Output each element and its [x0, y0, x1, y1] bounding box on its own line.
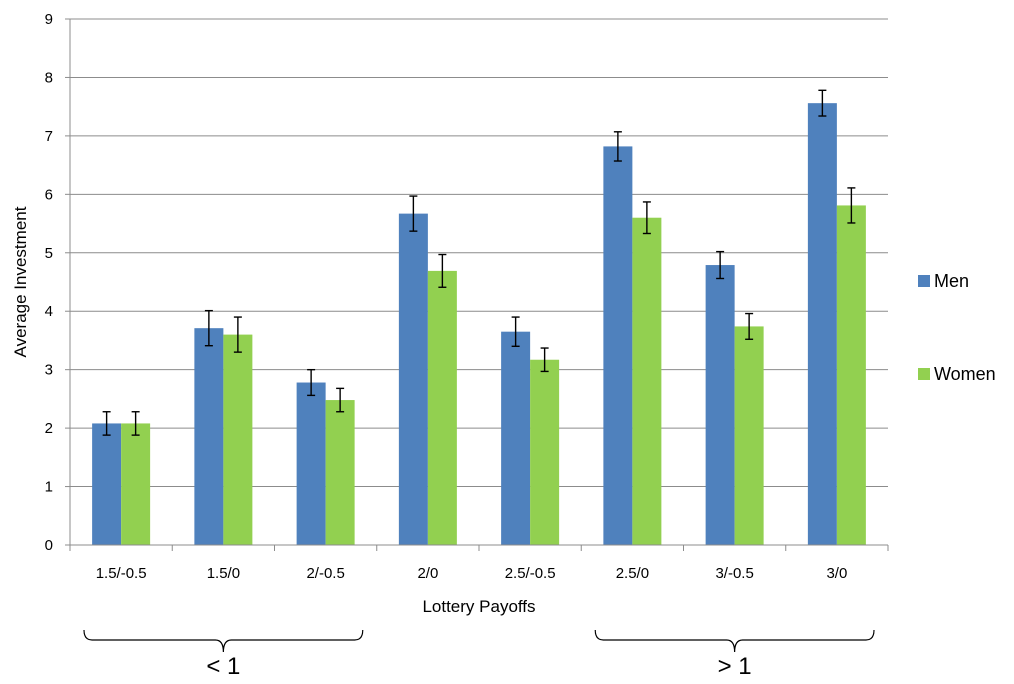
x-tick-label: 2.5/-0.5: [505, 565, 556, 582]
x-axis-title: Lottery Payoffs: [422, 597, 535, 616]
bar-women-0: [121, 423, 151, 545]
y-axis-title: Average Investment: [11, 206, 30, 357]
y-tick-label: 9: [45, 11, 53, 28]
x-tick-label: 2/-0.5: [306, 565, 344, 582]
y-tick-label: 2: [45, 420, 53, 437]
group-label-0: < 1: [206, 653, 240, 680]
bar-women-7: [836, 205, 866, 545]
bar-women-5: [632, 217, 662, 545]
x-tick-label: 2.5/0: [616, 565, 649, 582]
gridlines: [70, 18, 888, 546]
y-tick-label: 8: [45, 69, 53, 86]
bars: [92, 103, 866, 546]
bar-men-3: [398, 213, 428, 545]
bar-women-2: [325, 400, 355, 545]
x-axis: [69, 544, 889, 551]
bar-men-1: [194, 328, 224, 545]
bar-men-0: [92, 423, 122, 545]
bar-women-4: [530, 359, 560, 545]
group-bracket-0: [83, 629, 364, 653]
y-tick-label: 3: [45, 362, 53, 379]
x-axis-tick-labels: 1.5/-0.5 1.5/0 2/-0.5 2/0 2.5/-0.5 2.5/0 3/-0.…: [96, 565, 848, 582]
group-label-1: > 1: [718, 653, 752, 680]
bar-men-6: [705, 265, 735, 545]
bar-women-1: [223, 334, 253, 545]
legend-label-women: Women: [934, 364, 996, 384]
y-tick-label: 0: [45, 537, 53, 554]
group-bracket-1: [594, 629, 875, 653]
y-tick-label: 7: [45, 128, 53, 145]
bar-men-7: [807, 103, 837, 545]
bar-men-4: [501, 331, 531, 545]
bar-women-6: [734, 326, 764, 545]
legend-swatch-women: [918, 368, 930, 380]
legend-label-men: Men: [934, 271, 969, 291]
y-axis-ticks: 0 1 2 3 4 5 6 7 8 9: [45, 11, 71, 554]
y-tick-label: 5: [45, 245, 53, 262]
error-bars: [102, 89, 856, 436]
x-tick-label: 1.5/0: [207, 565, 240, 582]
y-tick-label: 4: [45, 303, 53, 320]
legend-swatch-men: [918, 275, 930, 287]
x-tick-label: 2/0: [417, 565, 438, 582]
bar-men-5: [603, 146, 633, 546]
y-tick-label: 1: [45, 479, 53, 496]
y-tick-label: 6: [45, 186, 53, 203]
group-brackets: < 1 > 1: [83, 629, 875, 680]
x-tick-label: 3/-0.5: [715, 565, 753, 582]
x-tick-label: 3/0: [826, 565, 847, 582]
x-tick-label: 1.5/-0.5: [96, 565, 147, 582]
legend: Men Women: [918, 271, 996, 384]
bar-women-3: [427, 270, 457, 545]
bar-men-2: [296, 382, 326, 545]
